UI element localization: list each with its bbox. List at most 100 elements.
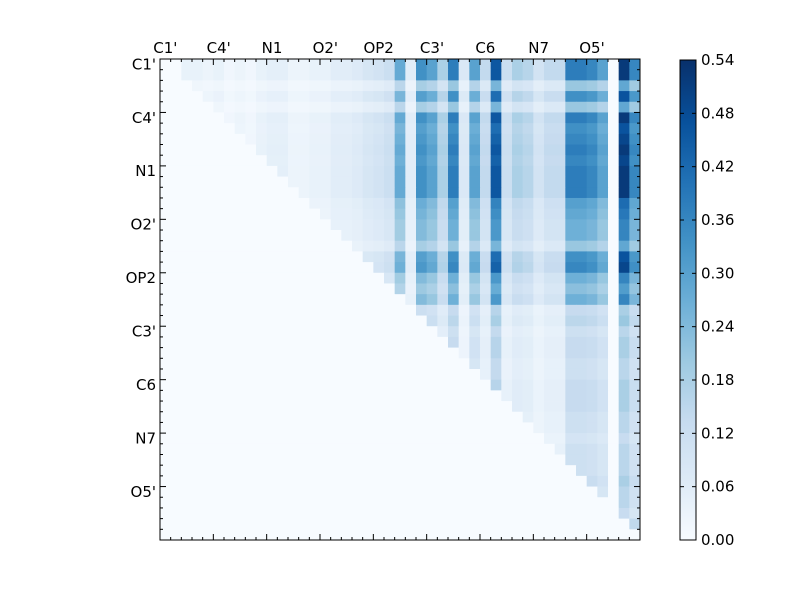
heatmap-cell — [480, 123, 492, 135]
heatmap-cell — [490, 368, 502, 381]
heatmap-cell — [224, 465, 236, 477]
heatmap-cell — [341, 315, 353, 327]
heatmap-cell — [480, 529, 492, 541]
heatmap-cell — [544, 336, 556, 348]
heatmap-cell — [234, 272, 246, 284]
heatmap-cell — [320, 176, 332, 188]
heatmap-cell — [202, 112, 214, 124]
heatmap-cell — [330, 379, 342, 391]
heatmap-cell — [330, 272, 342, 284]
heatmap-cell — [170, 401, 182, 413]
heatmap-cell — [330, 123, 342, 135]
heatmap-cell — [480, 411, 492, 423]
heatmap-cell — [480, 358, 492, 370]
heatmap-cell — [170, 262, 182, 274]
heatmap-cell — [362, 208, 374, 220]
heatmap-cell — [298, 272, 310, 284]
heatmap-cell — [405, 507, 417, 520]
heatmap-cell — [586, 91, 598, 103]
heatmap-cell — [384, 144, 396, 156]
heatmap-cell — [629, 304, 641, 316]
heatmap-cell — [565, 529, 577, 541]
heatmap-cell — [608, 368, 620, 381]
heatmap-cell — [192, 529, 204, 541]
heatmap-cell — [245, 347, 257, 359]
heatmap-cell — [224, 208, 236, 220]
heatmap-cell — [437, 80, 449, 92]
heatmap-cell — [629, 368, 641, 381]
heatmap-cell — [597, 347, 609, 359]
heatmap-cell — [426, 283, 438, 295]
heatmap-cell — [576, 358, 588, 370]
heatmap-cell — [458, 187, 470, 199]
y-tick-label: O2' — [131, 216, 156, 234]
heatmap-cell — [266, 465, 278, 477]
heatmap-cell — [373, 197, 385, 210]
heatmap-cell — [437, 529, 449, 541]
heatmap-cell — [277, 133, 289, 145]
heatmap-cell — [458, 443, 470, 455]
x-tick-label: C6 — [475, 39, 495, 57]
heatmap-cell — [608, 518, 620, 530]
heatmap-cell — [533, 315, 545, 327]
heatmap-cell — [426, 272, 438, 284]
heatmap-cell — [426, 304, 438, 316]
heatmap-cell — [373, 411, 385, 423]
heatmap-cell — [458, 497, 470, 509]
heatmap-cell — [426, 454, 438, 466]
heatmap-cell — [352, 315, 364, 327]
heatmap-cell — [277, 411, 289, 423]
heatmap-cell — [245, 454, 257, 466]
heatmap-cell — [213, 422, 225, 434]
heatmap-cell — [416, 123, 428, 135]
heatmap-cell — [245, 336, 257, 348]
heatmap-cell — [512, 401, 524, 413]
heatmap-cell — [341, 251, 353, 263]
heatmap-cell — [213, 336, 225, 348]
heatmap-cell — [480, 390, 492, 402]
heatmap-cell — [373, 294, 385, 306]
heatmap-cell — [320, 240, 332, 252]
heatmap-cell — [629, 336, 641, 348]
heatmap-cell — [629, 433, 641, 445]
heatmap-cell — [288, 123, 300, 135]
heatmap-cell — [192, 123, 204, 135]
heatmap-cell — [245, 294, 257, 306]
heatmap-cell — [234, 123, 246, 135]
heatmap-cell — [501, 101, 513, 113]
heatmap-cell — [224, 454, 236, 466]
heatmap-cell — [458, 112, 470, 124]
heatmap-cell — [586, 443, 598, 455]
heatmap-cell — [480, 112, 492, 124]
heatmap-cell — [362, 133, 374, 145]
heatmap-cell — [501, 358, 513, 370]
heatmap-cell — [437, 219, 449, 231]
heatmap-cell — [277, 165, 289, 177]
heatmap-cell — [501, 69, 513, 81]
heatmap-cell — [522, 358, 534, 370]
heatmap-cell — [256, 390, 268, 402]
heatmap-cell — [181, 497, 193, 509]
heatmap-cell — [618, 197, 630, 210]
heatmap-cell — [181, 411, 193, 423]
heatmap-cell — [160, 529, 172, 541]
heatmap-cell — [256, 208, 268, 220]
heatmap-cell — [576, 59, 588, 71]
heatmap-cell — [320, 443, 332, 455]
heatmap-cell — [341, 187, 353, 199]
heatmap-cell — [501, 507, 513, 520]
heatmap-cell — [181, 443, 193, 455]
heatmap-cell — [437, 304, 449, 316]
heatmap-cell — [320, 315, 332, 327]
heatmap-cell — [480, 133, 492, 145]
heatmap-cell — [352, 155, 364, 167]
heatmap-cell — [245, 262, 257, 274]
heatmap-cell — [256, 283, 268, 295]
heatmap-cell — [384, 112, 396, 124]
heatmap-cell — [448, 230, 460, 242]
heatmap-cell — [565, 240, 577, 252]
heatmap-cell — [501, 465, 513, 477]
heatmap-cell — [458, 390, 470, 402]
heatmap-cell — [320, 133, 332, 145]
heatmap-cell — [352, 240, 364, 252]
